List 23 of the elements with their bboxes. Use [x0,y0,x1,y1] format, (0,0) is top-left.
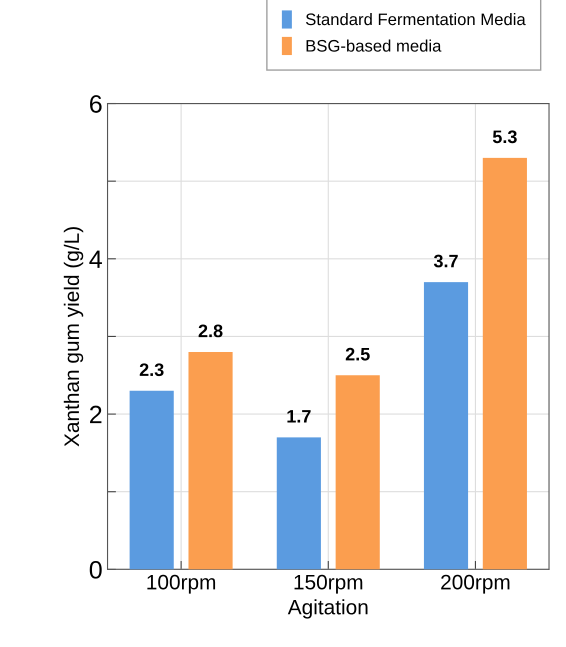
bar [336,375,380,570]
data-label: 2.5 [346,348,370,361]
x-tick-label: 150rpm [294,574,362,594]
y-tick-label: 4 [89,250,102,268]
bar [276,437,321,570]
bar [424,282,468,570]
data-label: 2.3 [140,363,164,376]
legend-label: BSG-based media [306,39,442,52]
y-tick-label: 6 [90,95,102,113]
data-label: 3.7 [434,254,458,268]
data-label: 1.7 [287,410,311,423]
y-tick-label: 0 [90,560,102,579]
bar [188,352,233,570]
data-label: 2.8 [198,324,223,338]
bar [130,390,174,570]
y-tick-label: 2 [90,406,102,424]
x-axis-title: Agitation [288,599,368,619]
data-label: 5.3 [492,130,517,144]
y-axis-title: Xanthan gum yield (g/L) [64,227,84,447]
bar [482,158,527,570]
x-tick-label: 100rpm [147,574,216,594]
x-tick-label: 200rpm [441,574,510,594]
legend-label: Standard Fermentation Media [306,12,526,26]
